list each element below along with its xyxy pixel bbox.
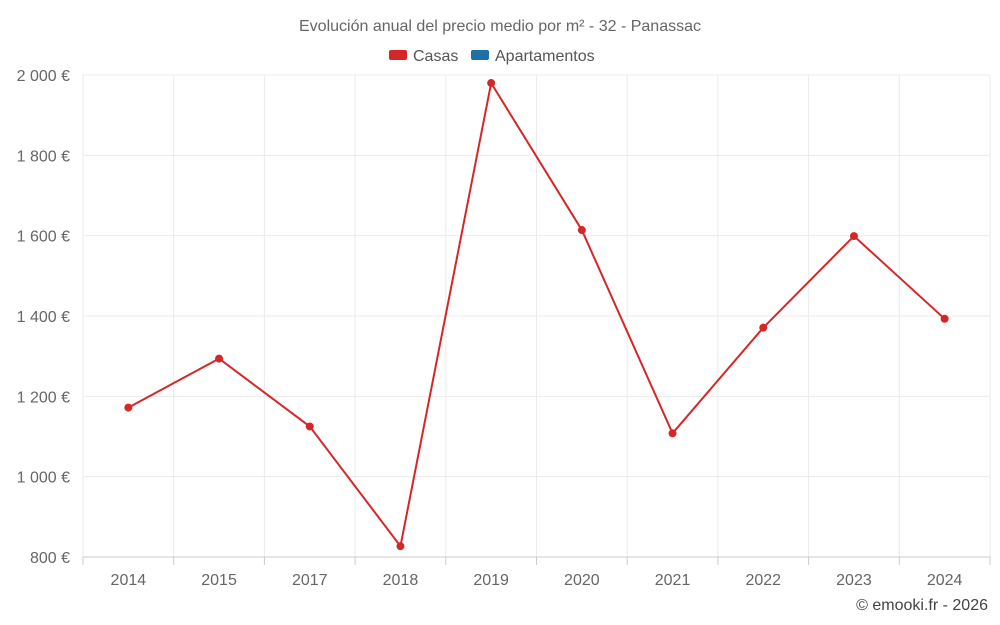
y-axis-ticks: 800 € 1 000 € 1 200 € 1 400 € 1 600 € 1 800 €… — [17, 68, 70, 567]
y-tick-label: 2 000 € — [17, 68, 70, 85]
grid — [82, 74, 991, 557]
y-tick-label: 1 800 € — [17, 148, 70, 165]
data-point[interactable] — [396, 542, 405, 551]
y-tick-label: 800 € — [30, 550, 70, 567]
legend-item-apartamentos[interactable]: Apartamentos — [471, 48, 595, 65]
series-line-casas — [127, 82, 946, 548]
y-tick-label: 1 200 € — [17, 389, 70, 406]
data-point[interactable] — [215, 354, 224, 363]
x-tick-label: 2015 — [201, 572, 237, 589]
data-point[interactable] — [487, 79, 496, 88]
x-tick-label: 2022 — [745, 572, 781, 589]
legend-label: Casas — [413, 48, 458, 65]
data-point[interactable] — [668, 429, 677, 438]
x-tick-label: 2017 — [292, 572, 328, 589]
x-tick-label: 2014 — [111, 572, 147, 589]
y-tick-label: 1 600 € — [17, 229, 70, 246]
data-point[interactable] — [759, 323, 768, 332]
legend-swatch — [389, 50, 407, 60]
x-tick-label: 2020 — [564, 572, 600, 589]
data-point[interactable] — [305, 422, 314, 431]
chart-title: Evolución anual del precio medio por m² … — [299, 18, 701, 35]
y-tick-label: 1 000 € — [17, 470, 70, 487]
data-point[interactable] — [940, 314, 949, 323]
data-point[interactable] — [849, 232, 858, 241]
x-tick-label: 2021 — [655, 572, 691, 589]
series-layer — [124, 79, 949, 551]
x-tick-label: 2019 — [473, 572, 509, 589]
legend-swatch — [471, 50, 489, 60]
x-tick-label: 2018 — [383, 572, 419, 589]
x-tick-label: 2023 — [836, 572, 872, 589]
x-tick-label: 2024 — [927, 572, 963, 589]
legend-label: Apartamentos — [495, 48, 595, 65]
axes — [82, 556, 991, 565]
legend-item-casas[interactable]: Casas — [389, 48, 458, 65]
y-tick-label: 1 400 € — [17, 309, 70, 326]
x-axis-ticks: 2014 2015 2017 2018 2019 2020 2021 2022 2023 2024 — [111, 572, 963, 589]
data-point[interactable] — [577, 226, 586, 235]
credit-text[interactable]: © emooki.fr - 2026 — [856, 597, 988, 614]
data-point[interactable] — [124, 403, 133, 412]
legend[interactable]: Casas Apartamentos — [389, 48, 595, 65]
